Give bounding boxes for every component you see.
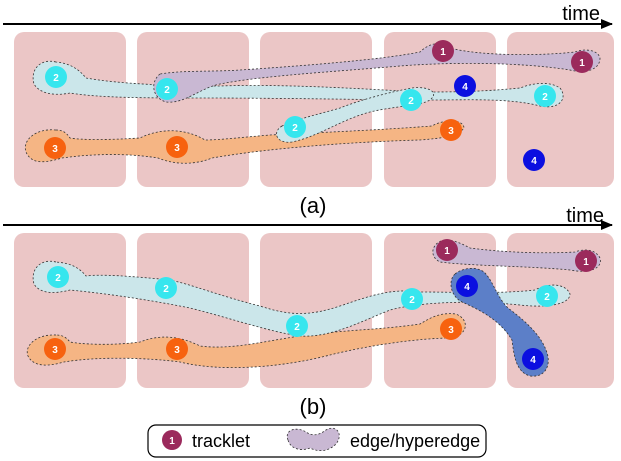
svg-text:1: 1 [579,58,585,69]
svg-text:2: 2 [294,322,300,333]
tracklet-node: 4 [523,149,545,171]
svg-text:3: 3 [174,143,180,154]
tracklet-node: 2 [286,315,308,337]
tracklet-node: 2 [534,85,556,107]
caption-a: (a) [300,193,327,218]
tracklet-node: 2 [155,277,177,299]
svg-text:4: 4 [462,82,468,93]
svg-text:3: 3 [174,345,180,356]
svg-text:1: 1 [440,47,446,58]
frame-b-1 [14,233,126,388]
panel-a: time 1 1 2 2 2 2 2 3 3 3 4 4 (a) [3,3,614,218]
svg-text:1: 1 [444,246,450,257]
legend-edge-icon [286,427,340,452]
edge-b-orange [26,313,466,369]
tracklet-node: 4 [456,275,478,297]
tracklet-node: 2 [400,89,422,111]
panel-b: time 1 1 2 2 2 2 2 3 3 3 4 4 (b) [3,205,614,419]
tracklet-node: 1 [432,40,454,62]
tracklet-node: 2 [536,285,558,307]
frame-a-4 [384,32,496,187]
legend-tracklet-label: tracklet [192,431,250,451]
tracklet-node: 1 [575,250,597,272]
tracklet-node: 4 [454,75,476,97]
tracklet-node: 1 [571,51,593,73]
tracklet-node: 3 [44,137,66,159]
svg-text:4: 4 [464,282,470,293]
tracklet-node: 3 [440,119,462,141]
svg-text:3: 3 [448,325,454,336]
legend-tracklet-icon: 1 [162,430,182,450]
edge-a-cyan-2 [276,87,435,143]
tracklet-node: 2 [401,288,423,310]
edge-b-blue [450,268,549,377]
tracklet-node: 3 [44,338,66,360]
legend-edge-label: edge/hyperedge [350,431,480,451]
svg-text:4: 4 [530,355,536,366]
tracklet-node: 3 [440,318,462,340]
svg-text:2: 2 [164,85,170,96]
time-label-a: time [562,3,600,25]
tracklet-node: 1 [436,239,458,261]
svg-text:2: 2 [53,73,59,84]
tracklet-node: 2 [47,266,69,288]
legend: 1 tracklet edge/hyperedge [147,424,487,458]
tracklet-node: 3 [166,136,188,158]
svg-text:2: 2 [55,273,61,284]
caption-b: (b) [300,394,327,419]
frame-a-2 [137,32,249,187]
tracklet-node: 3 [166,338,188,360]
tracklet-node: 2 [45,66,67,88]
time-label-b: time [566,205,604,227]
frame-a-1 [14,32,126,187]
svg-text:2: 2 [542,92,548,103]
svg-text:2: 2 [409,295,415,306]
svg-text:2: 2 [408,96,414,107]
edge-b-purple [432,239,601,272]
tracklet-node: 2 [284,116,306,138]
svg-text:4: 4 [531,156,537,167]
tracklet-node: 4 [522,348,544,370]
edge-a-orange [24,120,465,164]
svg-text:3: 3 [52,144,58,155]
svg-text:1: 1 [583,257,589,268]
svg-text:3: 3 [448,126,454,137]
svg-text:2: 2 [292,123,298,134]
svg-text:2: 2 [163,284,169,295]
edge-a-purple [153,43,601,103]
tracklet-node: 2 [156,78,178,100]
svg-text:3: 3 [52,345,58,356]
svg-text:2: 2 [544,292,550,303]
svg-text:1: 1 [169,436,175,447]
